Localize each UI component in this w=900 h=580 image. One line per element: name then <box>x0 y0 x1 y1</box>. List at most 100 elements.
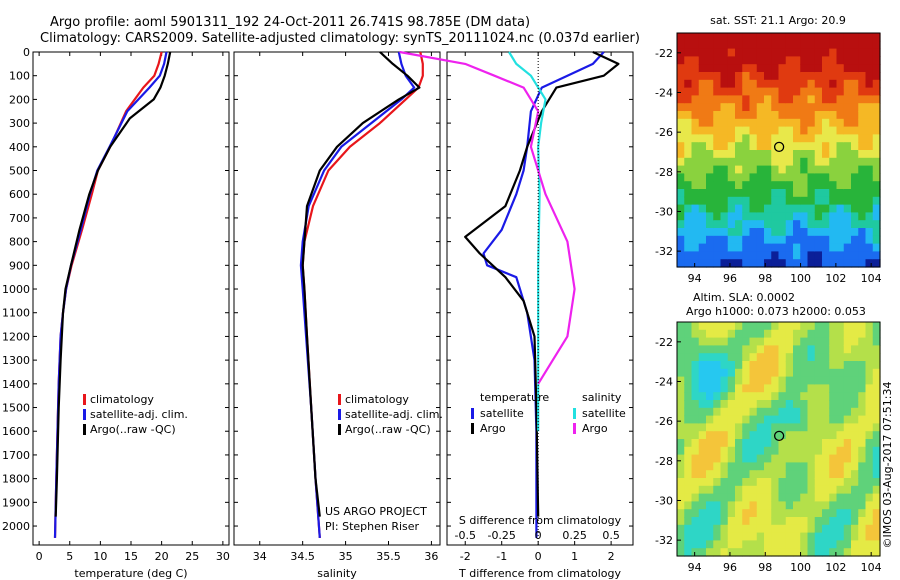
x-tick-label: 20 <box>155 550 169 563</box>
map-cell <box>756 48 765 57</box>
map-cell <box>698 345 707 354</box>
map-cell <box>764 407 772 417</box>
map-cell <box>764 150 772 159</box>
map-cell <box>778 40 787 50</box>
map-y-tick-label: -30 <box>655 494 673 507</box>
map-cell <box>800 181 809 190</box>
x-tick-label: -2 <box>460 550 471 563</box>
map-cell <box>684 322 693 331</box>
map-cell <box>778 228 787 237</box>
map-cell <box>713 454 722 463</box>
map-subtitle: Argo h1000: 0.073 h2000: 0.053 <box>686 305 866 318</box>
map-cell <box>698 56 707 65</box>
map-cell <box>691 72 700 81</box>
header-line1: Argo profile: aoml 5901311_192 24-Oct-20… <box>50 15 530 30</box>
map-cell <box>691 439 700 448</box>
map-panel-2: 94 96 98 100 102 104-22-24-26-28-30-32Altim. … <box>655 291 882 574</box>
map-cell <box>793 501 801 510</box>
map-cell <box>684 228 693 237</box>
map-cell <box>822 540 830 549</box>
map-cell <box>851 322 859 331</box>
map-cell <box>829 79 838 89</box>
map-cell <box>785 126 794 135</box>
map-cell <box>800 72 809 81</box>
map-cell <box>756 251 765 260</box>
map-cell <box>764 548 772 557</box>
legend-label: Argo <box>480 422 506 435</box>
map-cell <box>872 329 881 339</box>
map-cell <box>814 454 823 463</box>
map-cell <box>742 462 751 471</box>
map-cell <box>872 361 881 370</box>
map-cell <box>872 228 881 237</box>
map-cell <box>778 79 787 89</box>
map-cell <box>865 189 874 198</box>
map-cell <box>872 196 881 206</box>
map-x-tick-label: 96 <box>723 272 737 285</box>
map-cell <box>785 322 794 331</box>
map-cell <box>800 322 809 331</box>
map-cell <box>771 220 780 229</box>
map-cell <box>778 454 787 463</box>
map-cell <box>713 368 722 378</box>
map-cell <box>865 56 874 65</box>
map-cell <box>843 87 852 96</box>
map-cell <box>698 548 707 557</box>
map-cell <box>735 126 743 135</box>
map-cell <box>720 181 729 190</box>
map-cell <box>843 392 852 401</box>
map-cell <box>684 48 693 57</box>
map-cell <box>706 400 714 409</box>
map-cell <box>684 189 693 198</box>
profile-panel-1: 0100200300400500600700800900100011001200… <box>2 46 230 580</box>
map-cell <box>793 204 801 213</box>
map-cell <box>822 87 830 96</box>
map-cell <box>698 142 707 151</box>
map-cell <box>843 439 852 448</box>
map-cell <box>764 157 772 167</box>
map-cell <box>742 111 751 120</box>
map-cell <box>785 181 794 190</box>
map-cell <box>778 415 787 424</box>
map-cell <box>793 478 801 487</box>
map-cell <box>872 111 881 120</box>
map-cell <box>742 189 751 198</box>
map-cell <box>851 470 859 479</box>
map-cell <box>829 407 838 417</box>
map-cell <box>851 103 859 112</box>
map-cell <box>851 64 859 73</box>
map-cell <box>814 376 823 385</box>
map-cell <box>851 235 859 245</box>
map-cell <box>749 337 758 346</box>
map-cell <box>684 368 693 378</box>
map-cell <box>865 400 874 409</box>
map-cell <box>843 48 852 57</box>
legend-label: climatology <box>345 393 409 406</box>
map-x-tick-label: 104 <box>861 561 882 574</box>
map-cell <box>793 56 801 65</box>
map-cell <box>742 407 751 417</box>
map-cell <box>691 493 700 502</box>
map-cell <box>793 423 801 432</box>
map-cell <box>756 439 765 448</box>
map-cell <box>735 329 743 339</box>
map-cell <box>771 540 780 549</box>
map-cell <box>800 337 809 346</box>
map-cell <box>785 95 794 104</box>
map-cell <box>814 251 823 260</box>
map-cell <box>698 228 707 237</box>
map-cell <box>735 485 743 495</box>
map-cell <box>706 150 714 159</box>
map-cell <box>778 517 787 526</box>
map-cell <box>793 548 801 557</box>
map-cell <box>778 470 787 479</box>
map-cell <box>749 142 758 151</box>
map-cell <box>756 243 765 252</box>
map-cell <box>807 439 816 448</box>
map-cell <box>793 524 801 534</box>
map-cell <box>829 524 838 534</box>
map-cell <box>858 548 867 557</box>
map-cell <box>698 384 707 393</box>
map-cell <box>749 353 758 362</box>
map-cell <box>778 548 787 557</box>
